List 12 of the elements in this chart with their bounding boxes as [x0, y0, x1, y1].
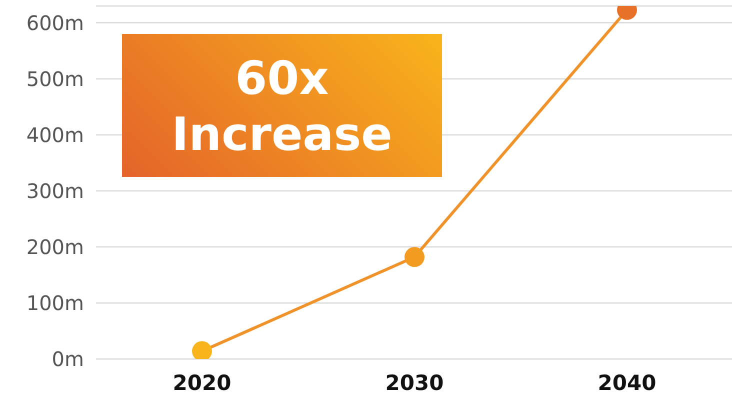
x-tick-label: 2030	[385, 370, 444, 395]
y-tick-label: 100m	[26, 291, 84, 316]
y-tick-label: 400m	[26, 122, 84, 147]
annotation: 60x Increase	[122, 34, 442, 177]
x-tick-label: 2040	[598, 370, 656, 395]
y-tick-label: 200m	[26, 235, 84, 260]
point	[404, 247, 424, 268]
y-tick-label: 0m	[52, 347, 84, 372]
y-tick-label: 500m	[26, 66, 84, 91]
y-tick-label: 600m	[26, 10, 84, 35]
y-tick-label: 300m	[26, 179, 84, 204]
x-tick-label: 2020	[172, 370, 232, 395]
